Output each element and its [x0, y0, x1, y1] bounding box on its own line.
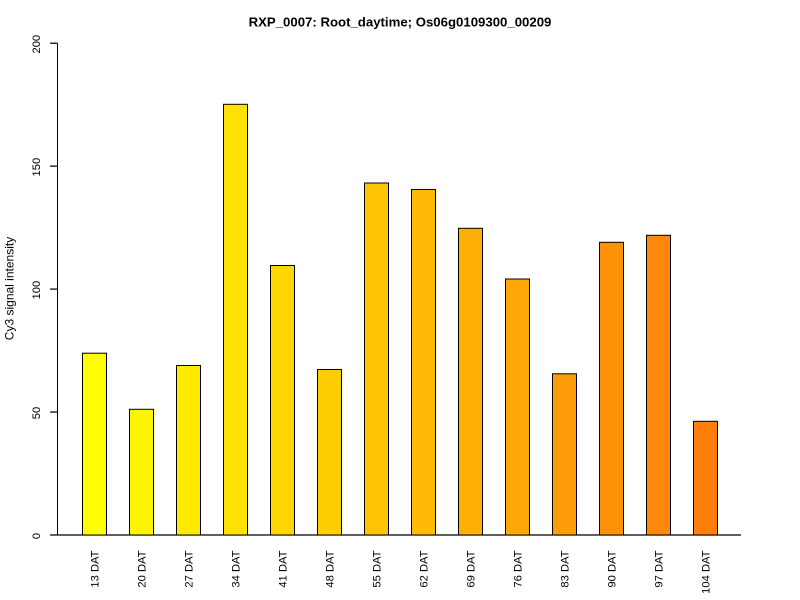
svg-text:34 DAT: 34 DAT [231, 550, 243, 587]
svg-text:100: 100 [31, 281, 43, 300]
svg-text:41 DAT: 41 DAT [278, 550, 290, 587]
svg-text:69 DAT: 69 DAT [466, 550, 478, 587]
svg-text:48 DAT: 48 DAT [325, 550, 337, 587]
svg-text:27 DAT: 27 DAT [184, 550, 196, 587]
svg-text:50: 50 [31, 407, 43, 419]
svg-text:55 DAT: 55 DAT [372, 550, 384, 587]
svg-text:RXP_0007: Root_daytime; Os06g0: RXP_0007: Root_daytime; Os06g0109300_002… [249, 15, 552, 30]
svg-text:97 DAT: 97 DAT [654, 550, 666, 587]
svg-text:104 DAT: 104 DAT [701, 550, 713, 593]
svg-text:200: 200 [31, 35, 43, 54]
svg-text:20 DAT: 20 DAT [137, 550, 149, 587]
svg-text:76 DAT: 76 DAT [513, 550, 525, 587]
svg-text:13 DAT: 13 DAT [90, 550, 102, 587]
svg-text:62 DAT: 62 DAT [419, 550, 431, 587]
svg-text:90 DAT: 90 DAT [607, 550, 619, 587]
svg-text:150: 150 [31, 158, 43, 177]
svg-text:Cy3 signal intensity: Cy3 signal intensity [2, 237, 16, 340]
svg-text:0: 0 [31, 533, 43, 539]
svg-text:83 DAT: 83 DAT [560, 550, 572, 587]
